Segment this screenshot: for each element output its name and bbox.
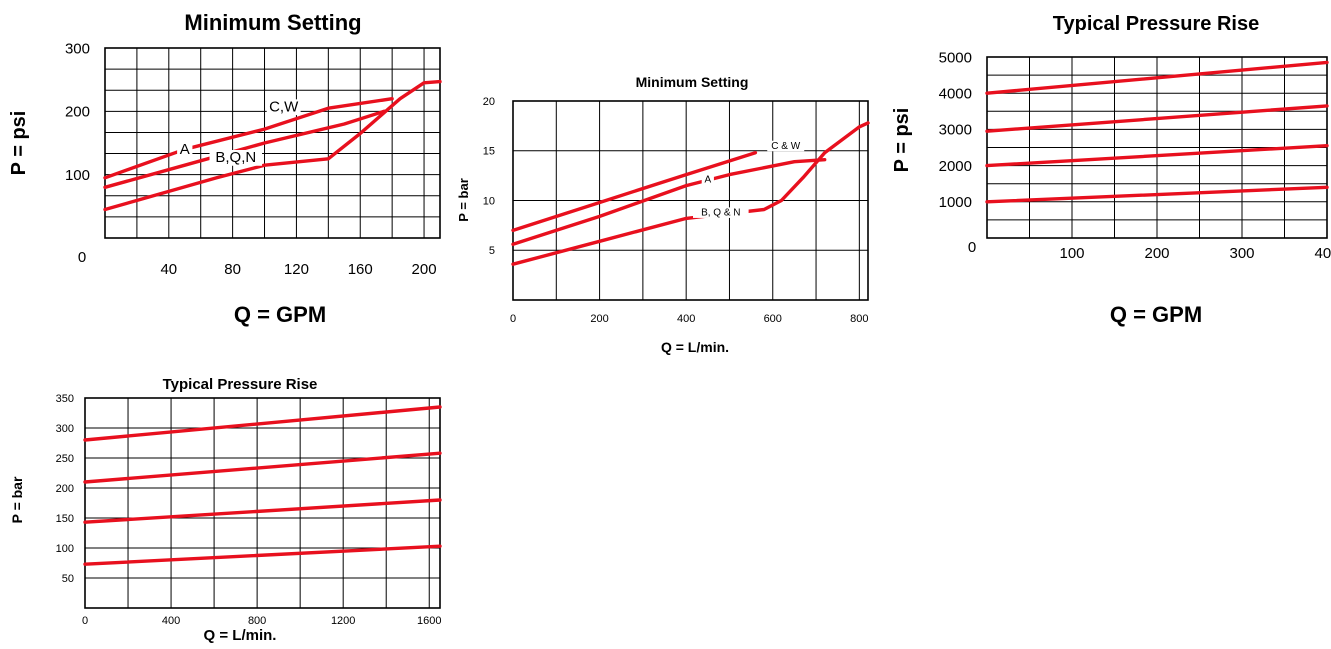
y-tick-label: 350: [56, 393, 74, 405]
y-tick-label: 150: [56, 513, 74, 525]
x-tick-label: 400: [1314, 245, 1331, 262]
series-line: [103, 79, 442, 212]
x-tick-label: 200: [1144, 245, 1169, 262]
series-line: [103, 109, 386, 189]
plot-frame: [986, 56, 1328, 239]
x-tick-label: 400: [677, 313, 695, 325]
x-tick-label: 80: [224, 261, 241, 278]
x-tick-label: 0: [510, 313, 516, 325]
y-tick-label: 300: [56, 423, 74, 435]
y-tick-label: 5000: [939, 49, 972, 66]
series-line: [103, 97, 394, 180]
y-tick-label: 100: [65, 167, 90, 184]
x-axis-label: Q = GPM: [1110, 302, 1202, 327]
series-line: [511, 151, 758, 233]
y-axis-label: P = bar: [456, 178, 471, 221]
x-tick-label: 600: [764, 313, 782, 325]
y-tick-label: 10: [483, 195, 495, 207]
y-tick-label: 1000: [939, 194, 972, 211]
series-line: [985, 104, 1329, 133]
chart-svg: Typical Pressure Rise Q = GPM P = psi 100 20…: [891, 13, 1331, 327]
series-label-background: [693, 207, 749, 218]
x-tick-label: 200: [590, 313, 608, 325]
origin-tick-label: 0: [78, 249, 86, 266]
x-tick-label: 0: [82, 615, 88, 627]
origin-tick-label: 0: [968, 239, 976, 256]
x-tick-label: 1600: [417, 615, 441, 627]
x-tick-label: 100: [1059, 245, 1084, 262]
y-tick-label: 50: [62, 573, 74, 585]
y-tick-label: 200: [65, 104, 90, 121]
y-tick-label: 15: [483, 146, 495, 158]
y-tick-label: 20: [483, 96, 495, 108]
series-label: B,Q,N: [215, 149, 256, 166]
chart-svg: Minimum Setting Q = GPM P = psi 40 80 120 160 2…: [8, 10, 442, 327]
y-tick-label: 2000: [939, 158, 972, 175]
chart-svg: Minimum Setting Q = L/min. P = bar 0 200 400 6…: [456, 74, 870, 355]
y-axis-label: P = psi: [891, 108, 913, 173]
y-tick-label: 4000: [939, 85, 972, 102]
series-line: [83, 451, 442, 484]
y-tick-label: 250: [56, 453, 74, 465]
chart-pressure-rise-lmin: Typical Pressure Rise Q = L/min. P = bar 0 4…: [0, 360, 460, 649]
x-axis-label: Q = GPM: [234, 302, 326, 327]
y-tick-label: 300: [65, 40, 90, 57]
series-label-background: [701, 174, 714, 186]
series-line: [985, 144, 1329, 168]
x-tick-label: 120: [284, 261, 309, 278]
series-label: A: [180, 141, 190, 158]
chart-min-setting-lmin: Minimum Setting Q = L/min. P = bar 0 200 400 6…: [450, 60, 890, 360]
plot-frame: [512, 100, 869, 301]
series-label: B, Q & N: [701, 207, 740, 218]
y-tick-label: 3000: [939, 122, 972, 139]
x-tick-label: 400: [162, 615, 180, 627]
x-tick-label: 160: [348, 261, 373, 278]
series-label: C & W: [771, 141, 800, 152]
chart-title: Typical Pressure Rise: [163, 376, 318, 393]
series-line: [985, 185, 1329, 204]
x-tick-label: 800: [850, 313, 868, 325]
x-tick-label: 1200: [331, 615, 355, 627]
plot-frame: [104, 47, 441, 239]
chart-min-setting-gpm: Minimum Setting Q = GPM P = psi 40 80 120 160 2…: [0, 0, 460, 340]
x-tick-label: 200: [412, 261, 437, 278]
series-label-background: [209, 150, 263, 166]
x-axis-label: Q = L/min.: [661, 339, 729, 355]
y-axis-label: P = bar: [9, 476, 25, 523]
y-tick-label: 5: [489, 245, 495, 257]
y-tick-label: 200: [56, 483, 74, 495]
chart-svg: Typical Pressure Rise Q = L/min. P = bar 0 4…: [9, 376, 442, 644]
x-tick-label: 300: [1229, 245, 1254, 262]
series-line: [985, 60, 1329, 95]
y-axis-label: P = psi: [8, 111, 30, 176]
series-label-background: [266, 99, 301, 116]
series-line: [83, 544, 442, 566]
x-tick-label: 40: [160, 261, 177, 278]
series-line: [83, 405, 442, 442]
series-label: A: [704, 175, 711, 186]
chart-title: Typical Pressure Rise: [1053, 13, 1259, 35]
x-axis-label: Q = L/min.: [204, 627, 277, 644]
chart-title: Minimum Setting: [184, 10, 361, 35]
plot-frame: [84, 397, 441, 609]
series-line: [83, 498, 442, 524]
series-label-background: [177, 141, 193, 158]
series-label: C,W: [269, 98, 299, 115]
chart-title: Minimum Setting: [636, 74, 749, 90]
series-label-background: [767, 140, 805, 152]
series-line: [511, 121, 870, 266]
y-tick-label: 100: [56, 543, 74, 555]
chart-pressure-rise-gpm: Typical Pressure Rise Q = GPM P = psi 100 20…: [880, 0, 1331, 340]
x-tick-label: 800: [248, 615, 266, 627]
